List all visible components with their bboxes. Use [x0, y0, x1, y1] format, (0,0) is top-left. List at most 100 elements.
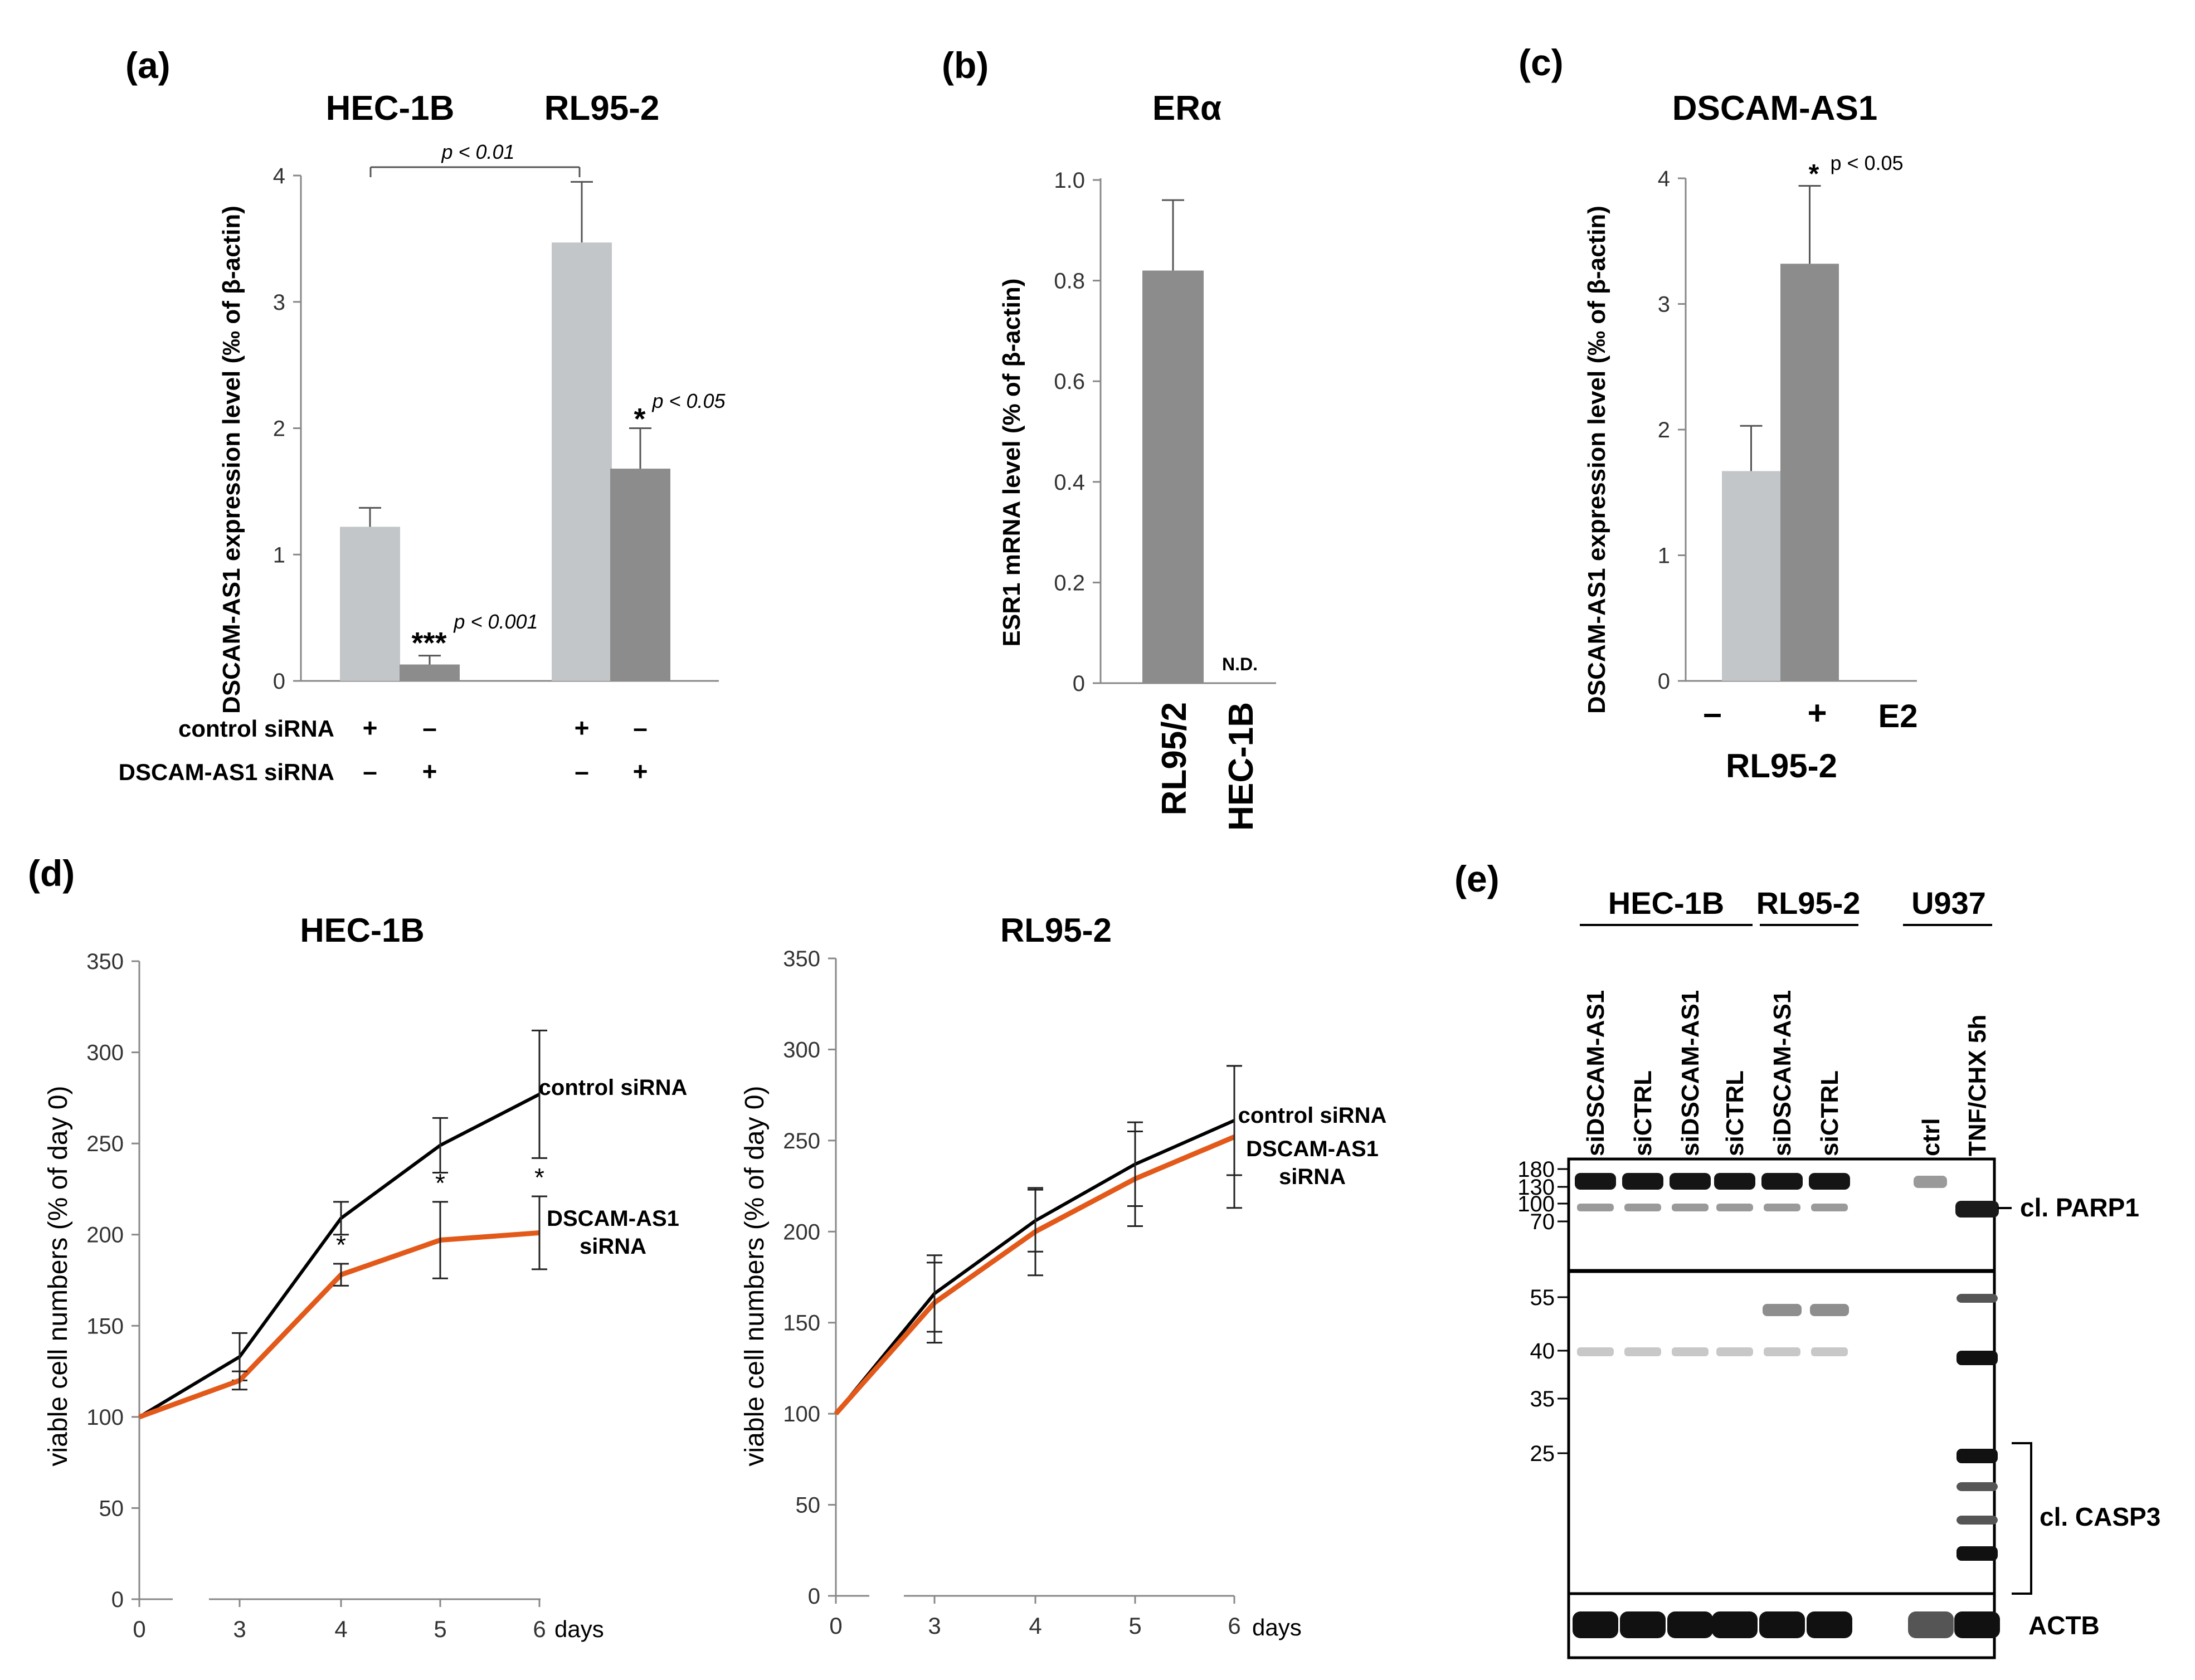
- chart-title-d1: HEC-1B: [300, 912, 424, 949]
- a-ytick-label-4: 4: [273, 164, 285, 188]
- d1-star-2: *: [534, 1163, 544, 1192]
- d1-star-0: *: [336, 1230, 346, 1259]
- parp-band-ctrl: [1914, 1176, 1947, 1188]
- parp-faint-band-1: [1624, 1204, 1661, 1211]
- blot-group-rl952: RL95-2: [1756, 885, 1861, 921]
- bar-c-1: [1780, 264, 1839, 681]
- p-value-bracket-a: p < 0.01: [441, 140, 514, 163]
- c-ytick-label-2: 2: [1658, 418, 1670, 442]
- legend-control-d1: control siRNA: [539, 1075, 688, 1100]
- parp-faint-band-2: [1672, 1204, 1709, 1211]
- parp-band-3: [1714, 1173, 1755, 1190]
- marker-mid-2: 35: [1530, 1387, 1555, 1411]
- d1-series-line-1: [138, 1230, 540, 1420]
- panel-label-e: (e): [1454, 858, 1500, 899]
- d2-xtick-label-1: 3: [928, 1613, 941, 1639]
- marker-mid-3: 25: [1530, 1442, 1555, 1466]
- y-axis-label-b: ESR1 mRNA level (% of β-actin): [998, 279, 1025, 647]
- marker-mid-0: 55: [1530, 1285, 1555, 1310]
- panel-d-line-chart-hec1b: HEC-1B viable cell numbers (% of day 0) …: [43, 912, 687, 1642]
- panel-e-western-blot: HEC-1B RL95-2 U937 siDSCAM-AS1 siCTRL siDS…: [1517, 885, 2160, 1659]
- treatment-mark-0-2: +: [575, 713, 590, 742]
- band-label-actb: ACTB: [2028, 1611, 2100, 1640]
- stars-hec1b: ***: [411, 626, 446, 660]
- marker-mid-1: 40: [1530, 1339, 1555, 1364]
- band-label-casp3: cl. CASP3: [2040, 1502, 2160, 1531]
- y-axis-label-d2: viable cell numbers (% of day 0): [740, 1086, 770, 1467]
- d2-ytick-label-2: 100: [783, 1402, 820, 1426]
- treatment-plus: +: [1807, 694, 1827, 732]
- y-axis-label-c: DSCAM-AS1 expression level (‰ of β-actin…: [1583, 206, 1610, 714]
- d1-xtick-label-0: 0: [133, 1616, 145, 1642]
- casp3-cleaved-band-3: [1956, 1482, 1998, 1491]
- casp3-cleaved-band-4: [1956, 1516, 1998, 1525]
- d2-xtick-label-0: 0: [829, 1613, 842, 1639]
- panel-label-a: (a): [125, 45, 171, 86]
- legend-sirna-d1: siRNA: [580, 1234, 646, 1259]
- lane-label-1: siCTRL: [1629, 1070, 1657, 1156]
- category-label-hec1b: HEC-1B: [1222, 702, 1260, 831]
- b-ytick-label-1: 0.2: [1054, 571, 1085, 595]
- d2-ytick-label-7: 350: [783, 947, 820, 971]
- panel-b-bar-chart: ERα ESR1 mRNA level (% of β-actin) 0 0.2 0…: [998, 89, 1276, 831]
- c-ytick-label-3: 3: [1658, 293, 1670, 317]
- d1-ytick-label-6: 300: [86, 1041, 124, 1065]
- actb-band-7: [1954, 1611, 2000, 1638]
- casp-faint-band-5: [1811, 1347, 1848, 1356]
- chart-title-c: DSCAM-AS1: [1672, 89, 1878, 128]
- actb-band-1: [1620, 1611, 1666, 1638]
- d1-xtick-label-4: 6: [533, 1616, 546, 1642]
- y-axis-label-d1: viable cell numbers (% of day 0): [43, 1086, 73, 1467]
- b-ytick-label-3: 0.6: [1054, 369, 1085, 394]
- actb-band-3: [1712, 1611, 1758, 1638]
- d1-ytick-label-2: 100: [86, 1405, 124, 1430]
- parp-band-2: [1670, 1173, 1711, 1190]
- d1-ytick-label-3: 150: [86, 1314, 124, 1338]
- parp-faint-band-0: [1577, 1204, 1614, 1211]
- casp3-cleaved-band-5: [1956, 1546, 1998, 1561]
- parp-faint-band-5: [1811, 1204, 1848, 1211]
- lane-label-7: TNF/CHX 5h: [1964, 1015, 1991, 1156]
- blot-casp3-frame: [1567, 1270, 1996, 1599]
- marker-top-2: 100: [1517, 1192, 1555, 1216]
- treatment-minus: –: [1703, 694, 1721, 732]
- d2-ytick-label-1: 50: [796, 1493, 821, 1518]
- band-label-parp1: cl. PARP1: [2020, 1193, 2139, 1222]
- star-c: *: [1809, 159, 1819, 189]
- actb-band-4: [1759, 1611, 1805, 1638]
- chart-title-d2: RL95-2: [1000, 912, 1112, 949]
- marker-top-3: 70: [1530, 1210, 1555, 1234]
- group-label-c: RL95-2: [1726, 747, 1837, 785]
- a-ytick-label-1: 1: [273, 543, 285, 567]
- actb-band-2: [1667, 1611, 1713, 1638]
- d1-ytick-label-0: 0: [111, 1588, 124, 1612]
- treatment-mark-1-3: +: [633, 757, 648, 786]
- panel-label-b: (b): [942, 45, 989, 86]
- b-ytick-label-0: 0: [1073, 671, 1085, 696]
- blot-group-hec1b: HEC-1B: [1608, 885, 1724, 921]
- casp3-cleaved-band-2: [1956, 1449, 1998, 1463]
- bar-a-2: [552, 242, 612, 681]
- bar-a-1: [400, 664, 460, 681]
- d2-ytick-label-0: 0: [808, 1584, 820, 1609]
- treatment-mark-0-1: –: [422, 713, 437, 742]
- p-value-hec1b: p < 0.001: [453, 610, 538, 633]
- actb-band-0: [1573, 1611, 1618, 1638]
- parp-faint-band-4: [1764, 1204, 1800, 1211]
- marker-top-1: 130: [1517, 1175, 1555, 1200]
- a-ytick-label-0: 0: [273, 669, 285, 694]
- blot-group-u937: U937: [1911, 885, 1986, 921]
- d1-xtick-label-3: 5: [434, 1616, 446, 1642]
- lane-label-3: siCTRL: [1721, 1070, 1749, 1156]
- treatment-mark-0-3: –: [633, 713, 648, 742]
- lane-label-6: ctrl: [1917, 1118, 1945, 1156]
- d1-ytick-label-1: 50: [99, 1496, 124, 1521]
- a-ytick-label-2: 2: [273, 417, 285, 441]
- c-ytick-label-0: 0: [1658, 669, 1670, 694]
- lane-label-0: siDSCAM-AS1: [1582, 990, 1609, 1156]
- row-label-dscam-sirna: DSCAM-AS1 siRNA: [119, 759, 334, 785]
- b-ytick-label-4: 0.8: [1054, 269, 1085, 294]
- d2-xtick-label-3: 5: [1128, 1613, 1141, 1639]
- legend-sirna-d2: siRNA: [1279, 1165, 1346, 1189]
- casp-faint-band-0: [1577, 1347, 1614, 1356]
